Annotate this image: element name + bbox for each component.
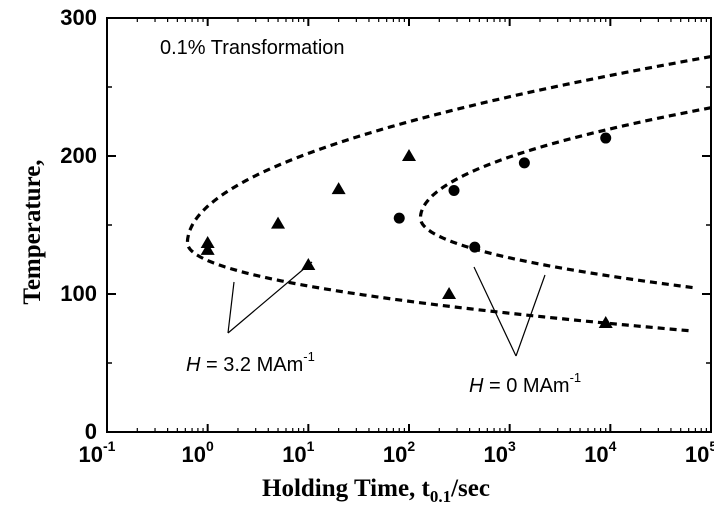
- circle-point: [469, 241, 481, 253]
- fit-curve-0: [185, 55, 712, 333]
- y-tick-label: 300: [60, 5, 97, 30]
- x-tick-exponent: 5: [709, 438, 714, 454]
- x-tick-base: 10: [182, 442, 206, 467]
- triangle-point: [301, 258, 316, 271]
- triangle-point: [402, 149, 416, 161]
- leader-line: [227, 261, 313, 334]
- x-tick-base: 10: [79, 442, 103, 467]
- x-axis-title-sub: 0.1: [430, 487, 451, 506]
- x-tick-exponent: 3: [508, 438, 516, 454]
- leader-line: [473, 266, 517, 357]
- x-tick-label: 102: [383, 438, 415, 467]
- circle-point: [448, 185, 460, 196]
- label-h32-text: = 3.2 MAm: [200, 354, 303, 376]
- x-tick-exponent: -1: [103, 438, 116, 454]
- triangle-point: [598, 315, 613, 328]
- x-tick-base: 10: [282, 442, 306, 467]
- x-tick-base: 10: [584, 442, 608, 467]
- y-tick-label: 0: [85, 419, 97, 444]
- circle-point: [518, 157, 530, 169]
- triangle-point: [200, 235, 215, 248]
- x-tick-exponent: 4: [609, 438, 617, 454]
- x-axis-title-main: Holding Time, t: [262, 475, 431, 502]
- x-tick-exponent: 1: [307, 438, 315, 454]
- x-tick-label: 100: [182, 438, 214, 467]
- x-tick-label: 10-1: [79, 438, 116, 467]
- data-markers: [200, 132, 613, 328]
- annotation-text: 0.1% Transformation: [160, 37, 345, 59]
- triangle-point: [200, 242, 215, 255]
- triangle-point: [331, 182, 346, 195]
- leader-line: [515, 274, 546, 357]
- label-h32-sup: -1: [303, 349, 315, 364]
- label-h32-var: H: [186, 354, 201, 376]
- circle-point: [393, 212, 405, 224]
- x-axis-title: Holding Time, t0.1/sec: [262, 475, 490, 506]
- label-h0-var: H: [469, 375, 484, 397]
- fit-curve-1: [418, 106, 712, 290]
- x-tick-label: 104: [584, 438, 616, 467]
- label-h0: H = 0 MAm-1: [469, 370, 581, 397]
- x-tick-label: 101: [282, 438, 314, 467]
- label-h32: H = 3.2 MAm-1: [186, 349, 315, 376]
- triangle-point: [442, 287, 457, 299]
- y-tick-label: 100: [60, 281, 97, 306]
- label-h0-sup: -1: [570, 370, 582, 385]
- x-tick-exponent: 0: [206, 438, 214, 454]
- x-tick-exponent: 2: [407, 438, 415, 454]
- x-tick-base: 10: [383, 442, 407, 467]
- circle-point: [600, 132, 612, 144]
- x-tick-base: 10: [685, 442, 709, 467]
- x-axis-title-tail: /sec: [450, 475, 490, 502]
- x-tick-label: 103: [484, 438, 516, 467]
- y-tick-label: 200: [60, 143, 97, 168]
- annotation-leaders: [227, 261, 546, 357]
- x-tick-base: 10: [484, 442, 508, 467]
- fit-curves: [185, 55, 712, 333]
- y-axis-title: Temperature,: [19, 159, 46, 304]
- label-h0-text: = 0 MAm: [483, 375, 569, 397]
- x-tick-label: 105: [685, 438, 714, 467]
- triangle-point: [271, 216, 286, 229]
- leader-line: [227, 281, 235, 334]
